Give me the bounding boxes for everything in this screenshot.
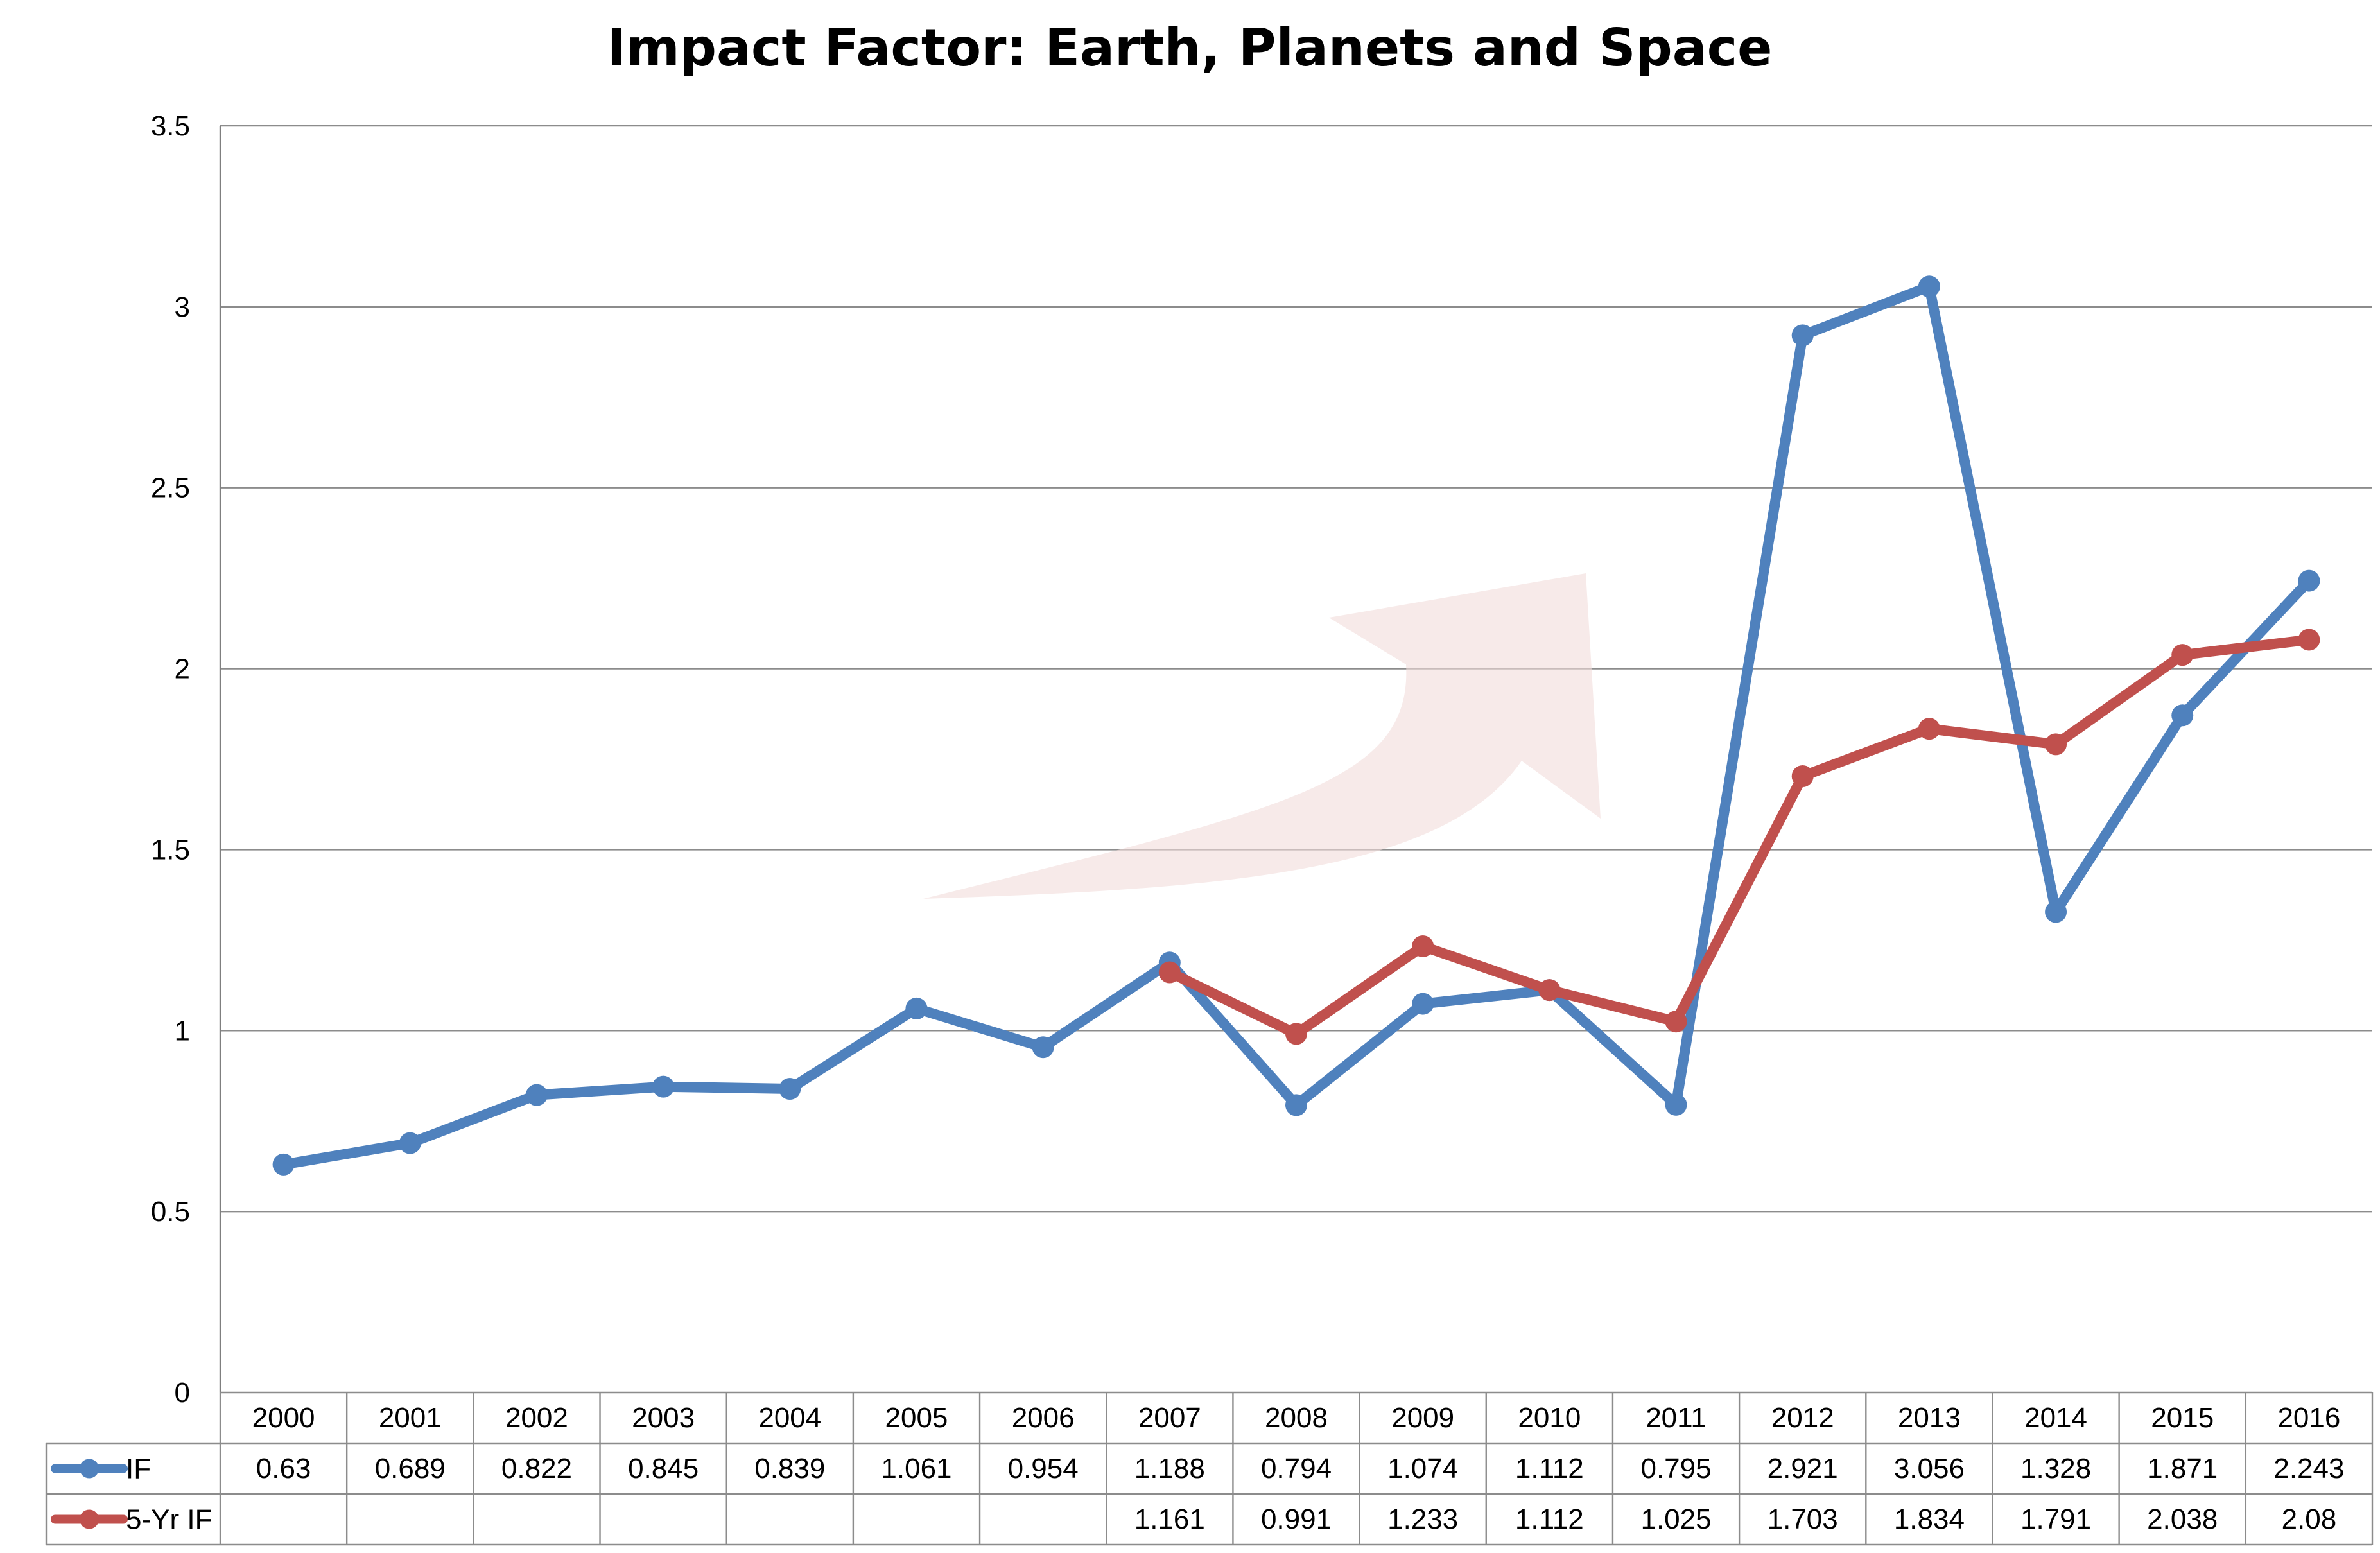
x-category-label: 2014 xyxy=(2024,1402,2087,1434)
series-line xyxy=(1164,634,2315,1039)
x-category-label: 2008 xyxy=(1265,1402,1328,1434)
x-category-label: 2003 xyxy=(632,1402,695,1434)
data-point xyxy=(1285,1094,1307,1116)
data-value-label: 0.795 xyxy=(1640,1453,1711,1484)
data-value-label: 1.328 xyxy=(2020,1453,2091,1484)
gridlines xyxy=(219,125,2372,1392)
x-category-label: 2012 xyxy=(1771,1402,1834,1434)
data-point xyxy=(1791,765,1814,787)
data-value-label: 1.188 xyxy=(1134,1453,1205,1484)
data-value-label: 0.689 xyxy=(375,1453,446,1484)
y-tick-label: 0.5 xyxy=(151,1196,190,1228)
data-value-label: 1.061 xyxy=(881,1453,951,1484)
y-tick-label: 3.5 xyxy=(151,110,190,142)
y-tick-label: 2.5 xyxy=(151,473,190,504)
legend-key-if xyxy=(51,1459,128,1479)
legend-marker xyxy=(80,1509,99,1529)
data-value-label: 0.63 xyxy=(256,1453,311,1484)
data-point xyxy=(652,1075,675,1098)
legend-label: IF xyxy=(126,1453,151,1485)
data-point xyxy=(2045,901,2067,923)
legend-key-5yr-if xyxy=(51,1509,128,1529)
data-value-label: 1.871 xyxy=(2147,1453,2218,1484)
y-tick-label: 1 xyxy=(175,1015,190,1046)
x-category-label: 2002 xyxy=(505,1402,568,1434)
data-value-label: 2.08 xyxy=(2282,1504,2337,1535)
data-point xyxy=(1412,993,1434,1015)
x-category-label: 2000 xyxy=(252,1402,315,1434)
y-tick-label: 0 xyxy=(175,1377,190,1409)
data-value-label: 1.025 xyxy=(1640,1504,1711,1535)
data-point xyxy=(1665,1011,1687,1033)
x-category-label: 2001 xyxy=(379,1402,442,1434)
data-value-label: 2.243 xyxy=(2273,1453,2344,1484)
x-category-label: 2004 xyxy=(758,1402,821,1434)
y-tick-label: 2 xyxy=(175,654,190,685)
data-value-label: 1.112 xyxy=(1515,1504,1584,1535)
data-point xyxy=(1412,935,1434,957)
legend-marker xyxy=(80,1459,99,1479)
data-value-label: 0.845 xyxy=(628,1453,699,1484)
data-point xyxy=(272,1153,295,1176)
data-point xyxy=(1032,1036,1054,1059)
data-value-label: 1.703 xyxy=(1768,1504,1838,1535)
x-category-label: 2009 xyxy=(1391,1402,1454,1434)
data-value-label: 1.161 xyxy=(1134,1504,1205,1535)
data-value-label: 1.112 xyxy=(1515,1453,1584,1484)
data-point xyxy=(1918,718,1940,740)
legend-label: 5-Yr IF xyxy=(126,1504,212,1536)
data-point xyxy=(525,1084,548,1106)
data-point xyxy=(2171,644,2194,666)
data-value-label: 0.954 xyxy=(1008,1453,1079,1484)
data-point xyxy=(2298,569,2320,592)
x-category-label: 2010 xyxy=(1518,1402,1581,1434)
data-point xyxy=(1665,1093,1687,1116)
y-axis-ticks: 0 0.5 1 1.5 2 2.5 3 3.5 xyxy=(151,110,190,1409)
series-lines xyxy=(272,275,2320,1176)
data-point xyxy=(2045,733,2067,756)
data-value-label: 1.834 xyxy=(1894,1504,1965,1535)
data-point xyxy=(905,997,928,1019)
data-point xyxy=(399,1132,421,1154)
data-value-label: 2.038 xyxy=(2147,1504,2218,1535)
data-value-label: 0.991 xyxy=(1261,1504,1332,1535)
x-category-label: 2013 xyxy=(1898,1402,1961,1434)
data-value-label: 0.794 xyxy=(1261,1453,1332,1484)
x-category-label: 2016 xyxy=(2277,1402,2340,1434)
data-value-label: 3.056 xyxy=(1894,1453,1965,1484)
data-point xyxy=(1285,1023,1307,1045)
data-point xyxy=(1538,979,1561,1002)
data-value-label: 2.921 xyxy=(1768,1453,1838,1484)
data-value-label: 1.233 xyxy=(1387,1504,1458,1535)
data-value-label: 0.822 xyxy=(501,1453,572,1484)
data-value-label: 1.074 xyxy=(1387,1453,1458,1484)
trend-arrow-decoration xyxy=(923,573,1601,899)
x-category-label: 2005 xyxy=(885,1402,948,1434)
data-value-label: 1.791 xyxy=(2020,1504,2091,1535)
data-point xyxy=(1791,324,1814,347)
data-point xyxy=(1158,961,1181,984)
chart-title: Impact Factor: Earth, Planets and Space xyxy=(607,18,1773,78)
data-point xyxy=(779,1078,801,1100)
x-category-label: 2007 xyxy=(1138,1402,1201,1434)
data-point xyxy=(2298,629,2320,651)
x-category-label: 2015 xyxy=(2151,1402,2214,1434)
x-category-label: 2006 xyxy=(1012,1402,1075,1434)
x-category-label: 2011 xyxy=(1646,1402,1707,1434)
data-point xyxy=(1918,275,1940,298)
series-5yr-if xyxy=(1158,629,2320,1045)
data-value-label: 0.839 xyxy=(754,1453,825,1484)
data-point xyxy=(2171,704,2194,727)
y-tick-label: 3 xyxy=(175,291,190,323)
y-tick-label: 1.5 xyxy=(151,834,190,865)
data-table: 2000 2001 2002 2003 2004 2005 2006 2007 2008 2009… xyxy=(45,1391,2374,1546)
